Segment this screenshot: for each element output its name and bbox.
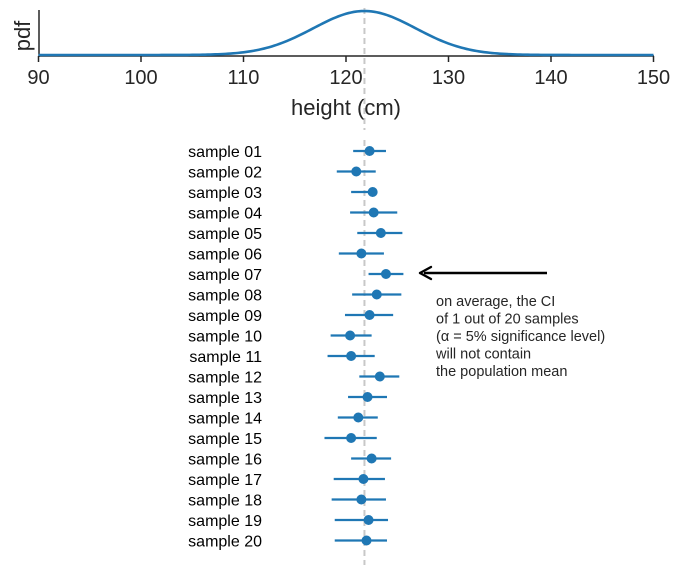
x-tick-label: 130: [432, 67, 465, 89]
sample-label: sample 02: [188, 165, 262, 182]
x-tick-label: 100: [124, 67, 157, 89]
sample-label: sample 18: [188, 493, 262, 510]
sample-mean-point: [363, 515, 374, 525]
sample-mean-point: [368, 207, 379, 218]
pdf-curve: [38, 9, 654, 57]
sample-label: sample 14: [188, 411, 262, 428]
sample-mean-point: [356, 494, 367, 505]
sample-label: sample 17: [188, 472, 262, 489]
sample-mean-point: [345, 330, 356, 341]
sample-mean-point: [353, 412, 364, 423]
annotation-line: will not contain: [435, 347, 531, 363]
sample-mean-point: [351, 166, 362, 177]
x-axis-label: height (cm): [291, 95, 401, 120]
sample-label: sample 03: [188, 185, 262, 202]
ci-panel: sample 01 sample 02 sample 03 sample 04 samp…: [188, 140, 605, 565]
sample-label: sample 08: [188, 288, 262, 305]
sample-mean-point: [356, 248, 367, 259]
sample-mean-point: [380, 269, 391, 279]
x-tick-label: 140: [534, 67, 567, 89]
sample-label: sample 19: [188, 513, 262, 530]
sample-label: sample 13: [188, 390, 262, 407]
sample-mean-point: [374, 371, 385, 382]
x-tick-label: 90: [27, 67, 49, 89]
sample-mean-point: [371, 289, 382, 300]
sample-label: sample 16: [188, 452, 262, 469]
sample-label: sample 12: [188, 370, 262, 387]
annotation-line: of 1 out of 20 samples: [436, 312, 579, 328]
annotation-line: (α = 5% significance level): [436, 329, 605, 345]
sample-mean-point: [366, 453, 377, 464]
sample-mean-point: [358, 474, 369, 484]
y-axis-label: pdf: [10, 20, 35, 51]
x-tick-label: 120: [329, 67, 362, 89]
pdf-panel: 90 100 110 120 130 140 150 pdf height (cm): [10, 8, 670, 130]
sample-mean-point: [346, 433, 357, 443]
annotation-line: on average, the CI: [436, 294, 555, 310]
sample-mean-point: [361, 535, 372, 546]
sample-mean-point: [362, 392, 373, 402]
sample-label: sample 06: [188, 247, 262, 264]
annotation-line: the population mean: [436, 364, 567, 380]
sample-mean-point: [364, 146, 375, 156]
sample-label: sample 15: [188, 431, 262, 448]
annotation-arrow: [418, 265, 547, 281]
sample-label: sample 04: [188, 206, 262, 223]
x-tick-label: 150: [637, 67, 670, 89]
sample-label: sample 09: [188, 308, 262, 325]
x-ticks: 90 100 110 120 130 140 150: [27, 56, 670, 89]
sample-mean-point: [375, 228, 386, 238]
sample-label: sample 01: [188, 144, 262, 161]
sample-label: sample 11: [189, 349, 262, 366]
x-tick-label: 110: [228, 67, 260, 89]
sample-label: sample 10: [188, 329, 262, 346]
sample-mean-point: [346, 351, 357, 361]
sample-mean-point: [367, 187, 378, 197]
sample-label: sample 05: [188, 226, 262, 243]
sample-rows: sample 01 sample 02 sample 03 sample 04 samp…: [188, 144, 404, 551]
sample-mean-point: [364, 310, 375, 320]
sample-label: sample 20: [188, 534, 262, 551]
sample-label: sample 07: [188, 267, 262, 284]
annotation-text: on average, the CI of 1 out of 20 samples…: [435, 294, 605, 380]
